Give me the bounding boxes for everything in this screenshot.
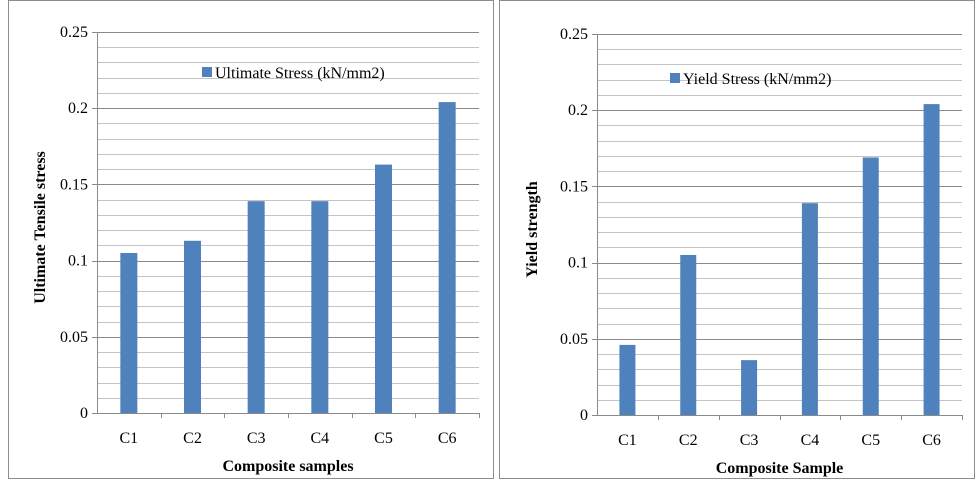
bar-c6 <box>438 102 456 413</box>
yield-stress-chart-panel: 0 0.05 0.1 0.15 0.2 0.25 C1 C2 C3 C4 C5 C6 Yield S… <box>499 0 975 479</box>
x-tick-label: C1 <box>119 430 138 447</box>
y-tick-label: 0 <box>580 407 588 424</box>
x-tick-label: C3 <box>247 430 266 447</box>
bar-c3 <box>247 201 265 413</box>
y-tick-label: 0 <box>80 405 88 422</box>
x-tick-label: C1 <box>618 432 637 449</box>
x-tick-label: C3 <box>740 432 759 449</box>
x-axis-label: Composite Sample <box>716 460 844 477</box>
bar-c3 <box>741 360 758 415</box>
yield-stress-chart: 0 0.05 0.1 0.15 0.2 0.25 C1 C2 C3 C4 C5 C6 Yield S… <box>524 26 963 477</box>
y-tick-label: 0.1 <box>568 255 588 272</box>
x-tick-label: C4 <box>801 432 820 449</box>
x-tick-label: C4 <box>310 430 329 447</box>
ultimate-stress-chart-panel: 0 0.05 0.1 0.15 0.2 0.25 C1 C2 C3 C4 C5 C6 Ultimat… <box>8 0 494 479</box>
x-tick-label: C2 <box>679 432 698 449</box>
bar-c5 <box>862 157 879 415</box>
legend-swatch <box>670 73 680 83</box>
y-tick-label: 0.05 <box>60 329 88 346</box>
y-axis-label: Ultimate Tensile stress <box>32 151 49 304</box>
ultimate-stress-chart: 0 0.05 0.1 0.15 0.2 0.25 C1 C2 C3 C4 C5 C6 Ultimat… <box>32 24 480 475</box>
y-tick-label: 0.05 <box>560 331 588 348</box>
bar-c1 <box>120 252 138 413</box>
bar-c6 <box>923 104 940 415</box>
x-tick-label: C2 <box>183 430 202 447</box>
x-axis-label: Composite samples <box>222 458 353 475</box>
bar-c2 <box>184 240 201 413</box>
bar-c2 <box>680 254 697 415</box>
y-tick-label: 0.25 <box>560 26 588 43</box>
bar-c5 <box>375 164 392 413</box>
x-tick-label: C5 <box>861 432 880 449</box>
y-tick-label: 0.25 <box>60 24 88 41</box>
legend-label: Ultimate Stress (kN/mm2) <box>215 65 385 82</box>
x-tick-label: C6 <box>922 432 941 449</box>
bar-c4 <box>801 203 818 415</box>
x-tick-label: C5 <box>374 430 393 447</box>
legend-label: Yield Stress (kN/mm2) <box>683 71 831 88</box>
y-tick-label: 0.2 <box>68 100 88 117</box>
y-axis-label: Yield strength <box>524 181 541 278</box>
y-tick-label: 0.15 <box>60 176 88 193</box>
y-tick-label: 0.15 <box>560 178 588 195</box>
bar-c4 <box>311 201 329 413</box>
y-tick-label: 0.2 <box>568 102 588 119</box>
y-tick-label: 0.1 <box>68 253 88 270</box>
legend-swatch <box>202 67 212 77</box>
x-tick-label: C6 <box>438 430 457 447</box>
bar-c1 <box>619 344 636 415</box>
